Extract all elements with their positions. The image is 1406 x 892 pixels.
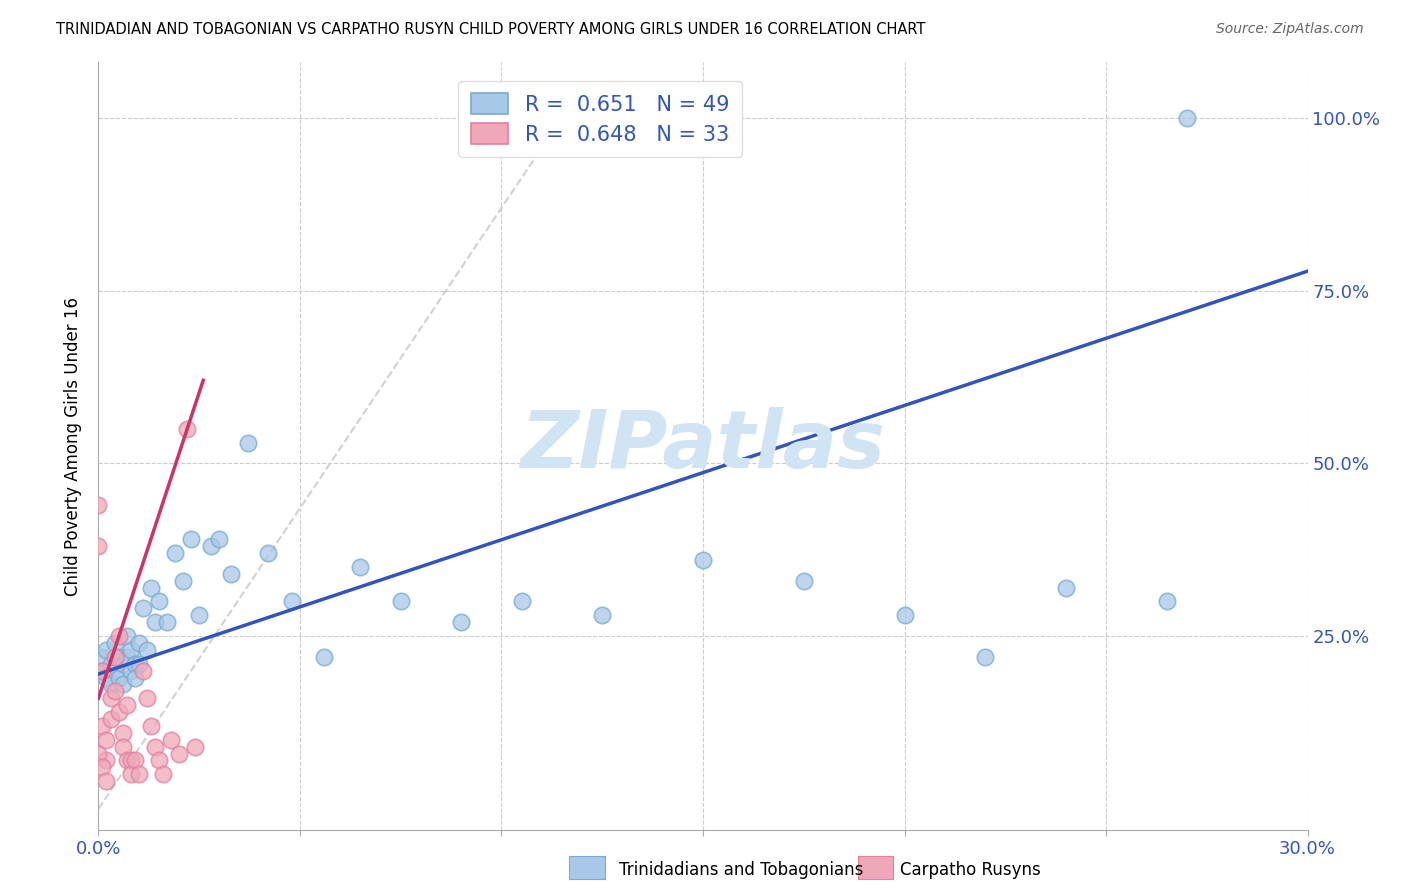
Point	[167, 747, 190, 761]
Point	[124, 657, 146, 671]
Point	[111, 677, 134, 691]
Point	[120, 767, 142, 781]
Point	[128, 767, 150, 781]
Text: Source: ZipAtlas.com: Source: ZipAtlas.com	[1216, 22, 1364, 37]
Point	[111, 726, 134, 740]
Point	[128, 636, 150, 650]
Point	[450, 615, 472, 630]
Point	[389, 594, 412, 608]
Point	[349, 560, 371, 574]
Point	[100, 691, 122, 706]
Point	[96, 732, 118, 747]
Point	[314, 649, 336, 664]
Text: ZIPatlas: ZIPatlas	[520, 407, 886, 485]
Point	[256, 546, 278, 560]
Point	[135, 643, 157, 657]
Point	[107, 671, 129, 685]
Point	[221, 566, 243, 581]
Point	[139, 581, 162, 595]
Point	[96, 774, 118, 789]
Point	[591, 608, 613, 623]
Point	[115, 698, 138, 713]
Point	[103, 636, 125, 650]
Point	[91, 719, 114, 733]
Point	[111, 657, 134, 671]
Point	[120, 643, 142, 657]
Point	[510, 594, 533, 608]
Point	[148, 754, 170, 768]
Point	[87, 498, 110, 512]
Legend: R =  0.651   N = 49, R =  0.648   N = 33: R = 0.651 N = 49, R = 0.648 N = 33	[458, 80, 742, 157]
Point	[87, 747, 110, 761]
Point	[103, 649, 125, 664]
Point	[87, 539, 110, 553]
Point	[148, 594, 170, 608]
Point	[143, 739, 166, 754]
Point	[103, 684, 125, 698]
Point	[208, 533, 231, 547]
Point	[115, 754, 138, 768]
Point	[143, 615, 166, 630]
Point	[172, 574, 194, 588]
Point	[103, 664, 125, 678]
Point	[163, 546, 186, 560]
Point	[281, 594, 304, 608]
Point	[96, 671, 118, 685]
Point	[91, 760, 114, 774]
Point	[111, 739, 134, 754]
Point	[96, 754, 118, 768]
Point	[124, 671, 146, 685]
Point	[188, 608, 211, 623]
Text: TRINIDADIAN AND TOBAGONIAN VS CARPATHO RUSYN CHILD POVERTY AMONG GIRLS UNDER 16 : TRINIDADIAN AND TOBAGONIAN VS CARPATHO R…	[56, 22, 925, 37]
Point	[107, 629, 129, 643]
Point	[128, 657, 150, 671]
Point	[692, 553, 714, 567]
Point	[115, 629, 138, 643]
Point	[1175, 111, 1198, 125]
Point	[1054, 581, 1077, 595]
Point	[107, 705, 129, 719]
Point	[100, 657, 122, 671]
Point	[91, 664, 114, 678]
Point	[132, 664, 155, 678]
Point	[1156, 594, 1178, 608]
Point	[107, 649, 129, 664]
Point	[793, 574, 815, 588]
Point	[200, 539, 222, 553]
Point	[160, 732, 183, 747]
Text: Trinidadians and Tobagonians: Trinidadians and Tobagonians	[619, 861, 863, 879]
Point	[135, 691, 157, 706]
Point	[120, 754, 142, 768]
Point	[139, 719, 162, 733]
Point	[184, 739, 207, 754]
Point	[100, 712, 122, 726]
Point	[124, 754, 146, 768]
Point	[91, 664, 114, 678]
Point	[96, 643, 118, 657]
Point	[115, 649, 138, 664]
Point	[180, 533, 202, 547]
Point	[100, 677, 122, 691]
Point	[132, 601, 155, 615]
Text: Carpatho Rusyns: Carpatho Rusyns	[900, 861, 1040, 879]
Y-axis label: Child Poverty Among Girls Under 16: Child Poverty Among Girls Under 16	[65, 296, 83, 596]
Point	[152, 767, 174, 781]
Point	[176, 422, 198, 436]
Point	[120, 664, 142, 678]
Point	[91, 649, 114, 664]
Point	[893, 608, 915, 623]
Point	[236, 435, 259, 450]
Point	[156, 615, 179, 630]
Point	[974, 649, 997, 664]
